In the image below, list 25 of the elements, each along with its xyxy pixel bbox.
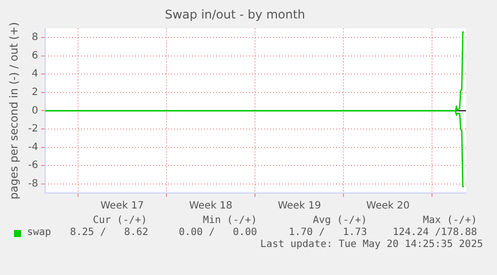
y-tick-label: 8 (32, 32, 38, 44)
y-tick-label: 2 (32, 87, 38, 98)
y-tick-label: -4 (28, 142, 38, 153)
text: 124.24 /178.88 (392, 227, 477, 239)
text: Min (-/+) (202, 215, 257, 227)
y-tick-label: -8 (28, 178, 38, 190)
x-tick-label: Week 18 (189, 200, 232, 212)
text: Max (-/+) (422, 215, 477, 227)
x-tick-label: Week 17 (100, 200, 144, 212)
text: 0.00 / 0.00 (178, 227, 257, 239)
x-tick-label: Week 20 (366, 200, 410, 212)
text: Cur (-/+) (92, 215, 147, 227)
text: Last update: Tue May 20 14:25:35 2025 (259, 239, 484, 251)
y-tick-label: 6 (32, 50, 38, 62)
text: 8.25 / 8.62 (70, 227, 148, 239)
x-tick-label: Week 19 (278, 200, 322, 212)
chart-title: Swap in/out - by month (164, 7, 306, 22)
legend-label: swap (27, 227, 52, 239)
y-axis-title: pages per second in (-) / out (+) (7, 22, 20, 200)
y-tick-label: 4 (32, 68, 38, 80)
y-tick-label: -6 (28, 160, 38, 172)
y-tick-label: 0 (32, 105, 38, 116)
text: 1.70 / 1.73 (288, 227, 367, 239)
text: Avg (-/+) (312, 215, 367, 227)
y-tick-label: -2 (28, 124, 38, 135)
